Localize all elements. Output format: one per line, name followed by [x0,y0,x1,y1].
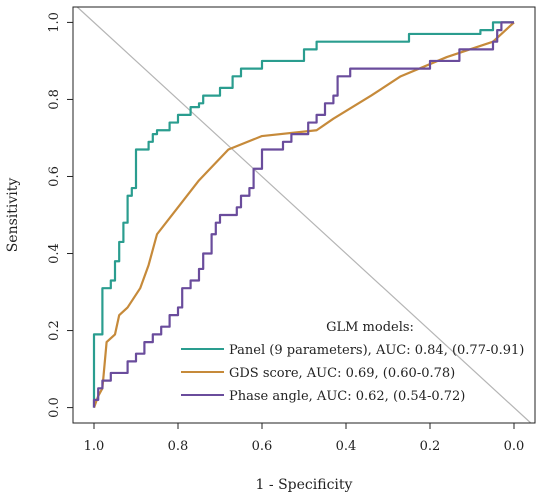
reference-layer [76,6,532,424]
legend-entry-1: GDS score, AUC: 0.69, (0.60-0.78) [229,366,455,381]
x-axis-label: 1 - Specificity [256,477,353,493]
y-axis: 0.0 0.2 0.4 0.6 0.8 1.0 [47,12,73,418]
legend-title: GLM models: [326,320,414,335]
y-tick-label: 0.4 [47,243,62,264]
series-layer [92,21,515,408]
y-tick-label: 0.2 [47,320,62,341]
x-tick-label: 0.2 [420,439,441,454]
x-axis: 1.0 0.8 0.6 0.4 0.2 0.0 [84,423,525,454]
y-axis-label: Sensitivity [5,178,21,253]
series-line-1 [92,21,515,408]
legend: GLM models: Panel (9 parameters), AUC: 0… [181,320,524,404]
y-tick-label: 0.0 [47,397,62,418]
series-line-0 [92,21,514,408]
legend-entry-0: Panel (9 parameters), AUC: 0.84, (0.77-0… [229,343,524,358]
x-tick-label: 1.0 [84,439,105,454]
y-tick-label: 0.6 [47,166,62,187]
reference-diagonal [76,6,532,424]
x-tick-label: 0.8 [168,439,189,454]
y-tick-label: 0.8 [47,89,62,110]
x-tick-label: 0.6 [252,439,273,454]
legend-entry-2: Phase angle, AUC: 0.62, (0.54-0.72) [229,389,465,404]
x-tick-label: 0.4 [336,439,357,454]
plot-frame [72,6,536,424]
x-tick-label: 0.0 [504,439,525,454]
y-tick-label: 1.0 [47,12,62,33]
series-line-2 [92,21,514,408]
